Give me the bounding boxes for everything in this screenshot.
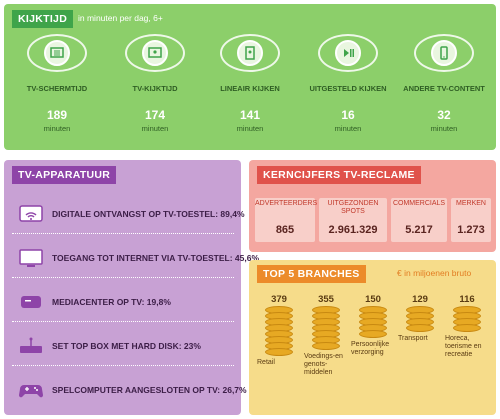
coin-stack-icon [312, 306, 340, 350]
tv-apparatuur-title: TV-APPARATUUR [12, 166, 117, 184]
kijktijd-value: 174 [144, 108, 166, 122]
tv-apparatuur-label: SPELCOMPUTER AANGESLOTEN OP TV: 26,7% [52, 385, 247, 395]
tv-apparatuur-label: SET TOP BOX MET HARD DISK: 23% [52, 341, 201, 351]
kerncijfer-item: COMMERCIALS 5.217 [391, 198, 447, 242]
eye-icon [318, 34, 378, 72]
coin [359, 330, 387, 338]
coin-stack-icon [453, 306, 481, 332]
tablet-person-icon [245, 46, 255, 60]
branche-value: 129 [412, 294, 428, 305]
tv-apparatuur-label: MEDIACENTER OP TV: 19,8% [52, 297, 171, 307]
kijktijd-unit: minuten [334, 124, 362, 133]
kijktijd-subtitle: in minuten per dag, 6+ [78, 13, 163, 23]
gamepad-icon [16, 376, 46, 404]
top5-panel: TOP 5 BRANCHES € in miljoenen bruto 379 … [249, 260, 496, 415]
kerncijfer-label: MERKEN [456, 200, 486, 207]
branche-item: 379 Retail [257, 294, 301, 367]
branche-item: 355 Voedings-en genots-middelen [304, 294, 348, 377]
kijktijd-value: 141 [239, 108, 261, 122]
wifi-tv-icon [16, 200, 46, 228]
kerncijfer-item: UITGEZONDEN SPOTS 2.961.329 [319, 198, 387, 242]
play-pause-icon [344, 49, 354, 57]
coin-stack-icon [265, 306, 293, 356]
tv-screen-icon [16, 244, 46, 272]
kerncijfers-panel: KERNCIJFERS TV-RECLAME ADVERTEERDERS 865… [249, 160, 496, 252]
kijktijd-label: TV-KIJKTIJD [132, 84, 178, 93]
tv-apparatuur-panel: TV-APPARATUUR DIGITALE ONTVANGST OP TV-T… [4, 160, 259, 415]
eye-icon [125, 34, 185, 72]
kerncijfer-value: 5.217 [405, 224, 433, 236]
kerncijfer-value: 2.961.329 [328, 224, 378, 236]
branche-value: 150 [365, 294, 381, 305]
kijktijd-value: 16 [341, 108, 355, 122]
kijktijd-item: TV-KIJKTIJD 174 minuten [114, 34, 196, 133]
kijktijd-unit: minuten [236, 124, 264, 133]
coin [453, 324, 481, 332]
kijktijd-label: LINEAIR KIJKEN [220, 84, 280, 93]
kerncijfer-label: UITGEZONDEN SPOTS [327, 200, 379, 215]
kerncijfer-value: 1.273 [457, 224, 485, 236]
kijktijd-item: UITGESTELD KIJKEN 16 minuten [307, 34, 389, 133]
eye-icon [27, 34, 87, 72]
kerncijfer-label: COMMERCIALS [392, 200, 446, 207]
tv-apparatuur-label: TOEGANG TOT INTERNET VIA TV-TOESTEL: 45,… [52, 253, 260, 263]
list-item: SET TOP BOX MET HARD DISK: 23% [12, 326, 234, 366]
kijktijd-panel: KIJKTIJD in minuten per dag, 6+ TV-SCHER… [4, 4, 496, 150]
kijktijd-item: TV-SCHERMTIJD 189 minuten [16, 34, 98, 133]
kerncijfer-item: ADVERTEERDERS 865 [255, 198, 318, 242]
branche-label: Persoonlijke verzorging [351, 341, 390, 356]
kerncijfers-title: KERNCIJFERS TV-RECLAME [257, 166, 421, 184]
tv-apparatuur-label: DIGITALE ONTVANGST OP TV-TOESTEL: 89,4% [52, 209, 245, 219]
branche-item: 116 Horeca, toerisme en recreatie [445, 294, 489, 359]
kijktijd-label: ANDERE TV-CONTENT [403, 84, 485, 93]
kijktijd-value: 32 [437, 108, 451, 122]
list-item: TOEGANG TOT INTERNET VIA TV-TOESTEL: 45,… [12, 238, 259, 278]
tv-person-icon [148, 47, 162, 58]
coin-stack-icon [406, 306, 434, 332]
branche-value: 116 [459, 294, 475, 305]
top5-title: TOP 5 BRANCHES [257, 265, 366, 283]
kijktijd-item: LINEAIR KIJKEN 141 minuten [209, 34, 291, 133]
kijktijd-item: ANDERE TV-CONTENT 32 minuten [403, 34, 485, 133]
branche-label: Horeca, toerisme en recreatie [445, 335, 482, 358]
tv-grid-icon [50, 47, 64, 58]
branche-label: Voedings-en genots-middelen [304, 353, 343, 376]
kijktijd-label: UITGESTELD KIJKEN [309, 84, 387, 93]
list-item: DIGITALE ONTVANGST OP TV-TOESTEL: 89,4% [12, 194, 245, 234]
eye-icon [414, 34, 474, 72]
coin-stack-icon [359, 306, 387, 338]
kijktijd-unit: minuten [141, 124, 169, 133]
coin [406, 324, 434, 332]
branche-label: Retail [257, 359, 275, 366]
kijktijd-value: 189 [46, 108, 68, 122]
kijktijd-unit: minuten [43, 124, 71, 133]
eye-icon [220, 34, 280, 72]
settopbox-icon [16, 332, 46, 360]
branche-value: 379 [271, 294, 287, 305]
kijktijd-label: TV-SCHERMTIJD [26, 84, 88, 93]
kijktijd-title: KIJKTIJD [12, 10, 74, 28]
branche-item: 129 Transport [398, 294, 442, 343]
kerncijfer-value: 865 [275, 224, 295, 236]
list-item: SPELCOMPUTER AANGESLOTEN OP TV: 26,7% [12, 370, 247, 410]
branche-label: Transport [398, 335, 428, 342]
top5-unit: € in miljoenen bruto [397, 268, 472, 278]
kerncijfer-label: ADVERTEERDERS [255, 200, 318, 207]
coin [312, 342, 340, 350]
phone-icon [440, 46, 448, 60]
kijktijd-unit: minuten [430, 124, 458, 133]
coin [265, 348, 293, 356]
branche-item: 150 Persoonlijke verzorging [351, 294, 395, 357]
list-item: MEDIACENTER OP TV: 19,8% [12, 282, 234, 322]
mediacenter-icon [16, 288, 46, 316]
branche-value: 355 [318, 294, 334, 305]
kerncijfer-item: MERKEN 1.273 [451, 198, 491, 242]
